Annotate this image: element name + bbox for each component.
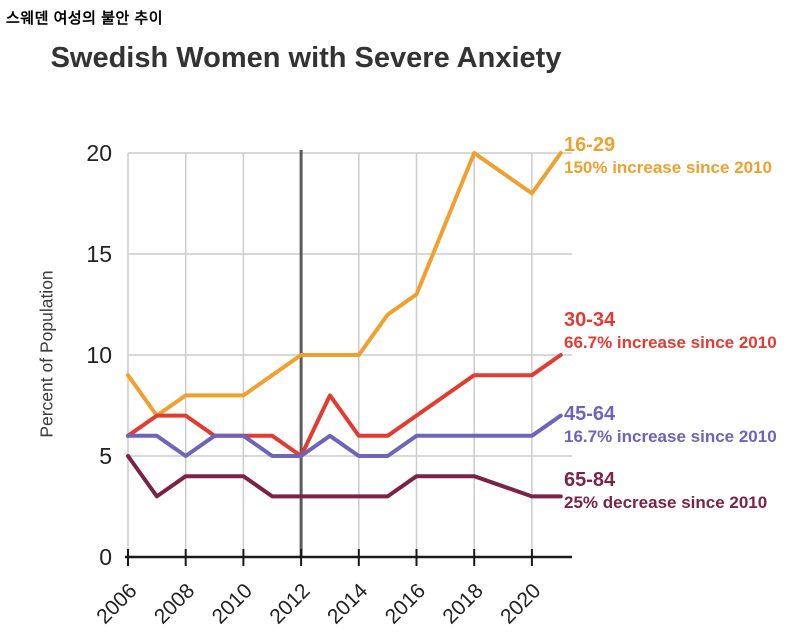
series-line-45-64 [126, 413, 563, 458]
legend-change-note: 150% increase since 2010 [564, 158, 772, 177]
x-tick-label: 2014 [323, 579, 373, 629]
legend-age-label: 65-84 [564, 469, 616, 491]
y-tick-label: 15 [86, 241, 112, 267]
legend-age-label: 16-29 [564, 134, 616, 156]
legend-change-note: 16.7% increase since 2010 [564, 427, 777, 446]
x-tick-label: 2006 [92, 579, 141, 628]
legend-item-65-84: 65-84 25% decrease since 2010 [564, 468, 767, 513]
x-tick-label: 2008 [150, 579, 199, 628]
y-tick-label: 20 [86, 140, 112, 166]
series-line-30-34 [126, 353, 563, 458]
document-title-korean: 스웨덴 여성의 불안 추이 [6, 10, 164, 27]
legend-item-30-34: 30-34 66.7% increase since 2010 [564, 308, 777, 353]
y-tick-label: 0 [99, 544, 112, 570]
legend-age-label: 30-34 [564, 309, 616, 331]
legend-item-16-29: 16-29 150% increase since 2010 [564, 133, 772, 178]
legend-item-45-64: 45-64 16.7% increase since 2010 [564, 402, 777, 447]
series-line-65-84 [126, 454, 563, 499]
x-tick-label: 2020 [496, 579, 545, 628]
chart-title: Swedish Women with Severe Anxiety [50, 42, 562, 74]
x-tick-label: 2010 [208, 579, 257, 628]
y-tick-label: 5 [99, 443, 112, 469]
x-tick-label: 2018 [438, 579, 487, 628]
legend-change-note: 66.7% increase since 2010 [564, 333, 777, 352]
series-line-16-29 [126, 151, 563, 418]
x-tick-label: 2012 [265, 579, 314, 628]
legend-change-note: 25% decrease since 2010 [564, 493, 768, 512]
x-tick-label: 2016 [381, 579, 430, 628]
legend-age-label: 45-64 [564, 403, 616, 425]
y-tick-label: 10 [86, 342, 112, 368]
